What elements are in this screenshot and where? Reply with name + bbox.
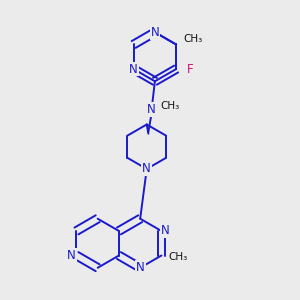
Text: N: N bbox=[67, 249, 76, 262]
Text: N: N bbox=[151, 26, 159, 39]
Text: CH₃: CH₃ bbox=[184, 34, 203, 44]
Text: F: F bbox=[187, 62, 193, 76]
Text: CH₃: CH₃ bbox=[160, 101, 179, 111]
Text: N: N bbox=[142, 163, 151, 176]
Text: N: N bbox=[136, 261, 145, 274]
Text: CH₃: CH₃ bbox=[169, 252, 188, 262]
Text: N: N bbox=[129, 62, 138, 76]
Text: N: N bbox=[147, 103, 156, 116]
Text: N: N bbox=[161, 224, 170, 238]
